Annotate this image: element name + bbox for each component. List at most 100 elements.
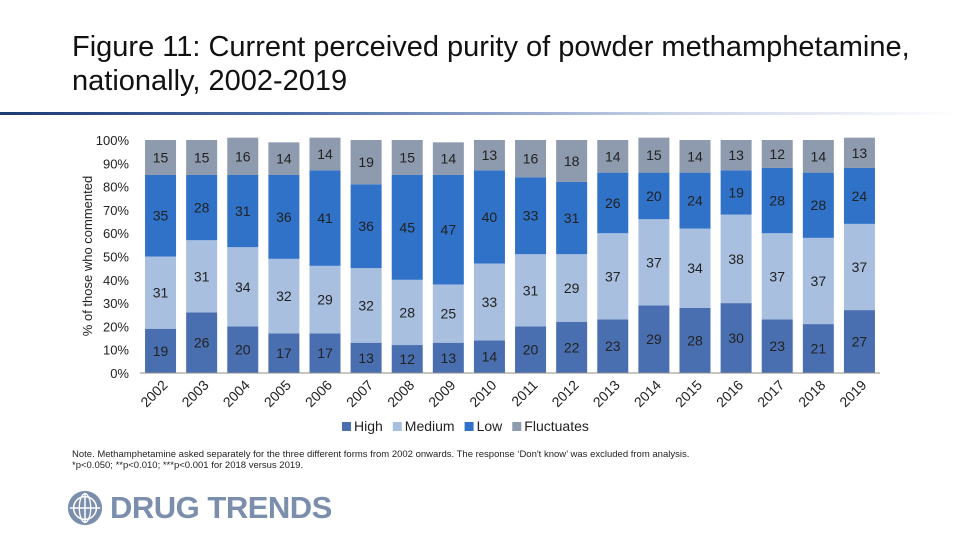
data-label: 22 [564,339,580,355]
data-label: 20 [235,342,251,358]
bar-segment-fluctuates [309,137,341,171]
bar-segment-high [515,326,547,373]
data-label: 19 [153,343,169,359]
data-label: 37 [646,254,662,270]
x-tick-label: 2012 [548,377,581,410]
bar-segment-low [720,170,752,215]
bar-segment-medium [432,284,464,343]
bar-segment-high [145,328,177,373]
bar-segment-fluctuates [350,140,382,185]
bar-segment-high [556,321,588,373]
legend-swatch-medium [392,422,402,431]
y-tick-label: 70% [103,203,129,218]
data-label: 18 [564,153,580,169]
data-label: 29 [564,280,580,296]
bar-segment-medium [227,247,259,327]
bar-segment-high [802,324,834,373]
data-label: 35 [153,208,169,224]
data-label: 24 [687,193,703,209]
data-label: 24 [852,188,868,204]
page-title: Figure 11: Current perceived purity of p… [72,31,910,97]
data-label: 15 [153,149,169,165]
bar-segment-low [473,170,505,264]
x-tick-label: 2003 [178,377,211,410]
bar-segment-fluctuates [186,140,218,175]
bar-segment-high [432,342,464,373]
bar-segment-low [679,172,711,229]
data-label: 17 [317,345,333,361]
bar-segment-fluctuates [720,140,752,171]
bar-segment-medium [309,265,341,334]
data-label: 17 [276,345,292,361]
data-label: 13 [852,145,868,161]
data-label: 12 [399,351,415,367]
data-label: 31 [194,268,210,284]
data-label: 19 [358,154,374,170]
legend-label-high: High [354,418,383,434]
data-label: 23 [605,338,621,354]
bar-segment-high [597,319,629,373]
bar-segment-high [186,312,218,373]
bar-segment-fluctuates [227,137,259,175]
y-tick-label: 90% [103,156,129,171]
chart-note: Note. Methamphetamine asked separately f… [72,449,912,471]
bar-segment-low [227,174,259,248]
x-tick-label: 2005 [261,377,294,410]
data-label: 12 [769,146,785,162]
data-label: 28 [811,197,827,213]
data-label: 26 [605,195,621,211]
data-label: 14 [482,349,498,365]
bar-segment-fluctuates [473,140,505,171]
bar-segment-medium [350,268,382,343]
data-label: 25 [441,306,457,322]
x-tick-label: 2007 [343,377,376,410]
bar-segment-fluctuates [391,140,423,175]
y-axis-label: % of those who commented [80,176,95,336]
data-label: 28 [399,304,415,320]
bar-segment-medium [761,233,793,320]
data-label: 14 [317,146,333,162]
bar-segment-medium [556,254,588,322]
bar-segment-low [515,177,547,255]
bar-segment-fluctuates [556,140,588,182]
bar-segment-fluctuates [843,137,875,168]
bar-segment-high [350,342,382,373]
x-tick-label: 2006 [302,377,335,410]
data-label: 28 [769,193,785,209]
data-label: 19 [728,184,744,200]
bar-segment-fluctuates [638,137,670,173]
x-tick-label: 2002 [137,377,170,410]
y-tick-label: 30% [103,296,129,311]
data-label: 14 [441,151,457,167]
bar-segment-low [145,174,177,257]
bar-segment-high [843,310,875,373]
x-tick-label: 2017 [754,377,787,410]
bar-segment-high [391,345,423,373]
data-label: 21 [811,341,827,357]
bar-segment-medium [597,233,629,320]
data-label: 34 [687,260,703,276]
bar-segment-high [638,305,670,373]
data-label: 36 [276,209,292,225]
bar-segment-low [843,167,875,224]
bar-segment-medium [515,254,547,327]
legend-label-fluctuates: Fluctuates [524,418,589,434]
x-tick-label: 2016 [713,377,746,410]
bar-segment-low [268,174,300,259]
title-divider [0,112,960,115]
globe-logo-icon [67,490,103,526]
bar-segment-low [802,172,834,238]
data-label: 32 [276,288,292,304]
data-label: 32 [358,297,374,313]
legend-label-medium: Medium [405,418,455,434]
data-label: 27 [852,334,868,350]
bar-segment-medium [268,258,300,334]
bar-segment-medium [679,228,711,308]
bar-segment-medium [391,279,423,346]
bar-segment-high [473,340,505,373]
x-tick-label: 2013 [590,377,623,410]
note-line-2: *p<0.050; **p<0.010; ***p<0.001 for 2018… [72,460,304,471]
y-tick-label: 60% [103,226,129,241]
title-block: Figure 11: Current perceived purity of p… [72,30,912,98]
bar-segment-low [186,174,218,241]
